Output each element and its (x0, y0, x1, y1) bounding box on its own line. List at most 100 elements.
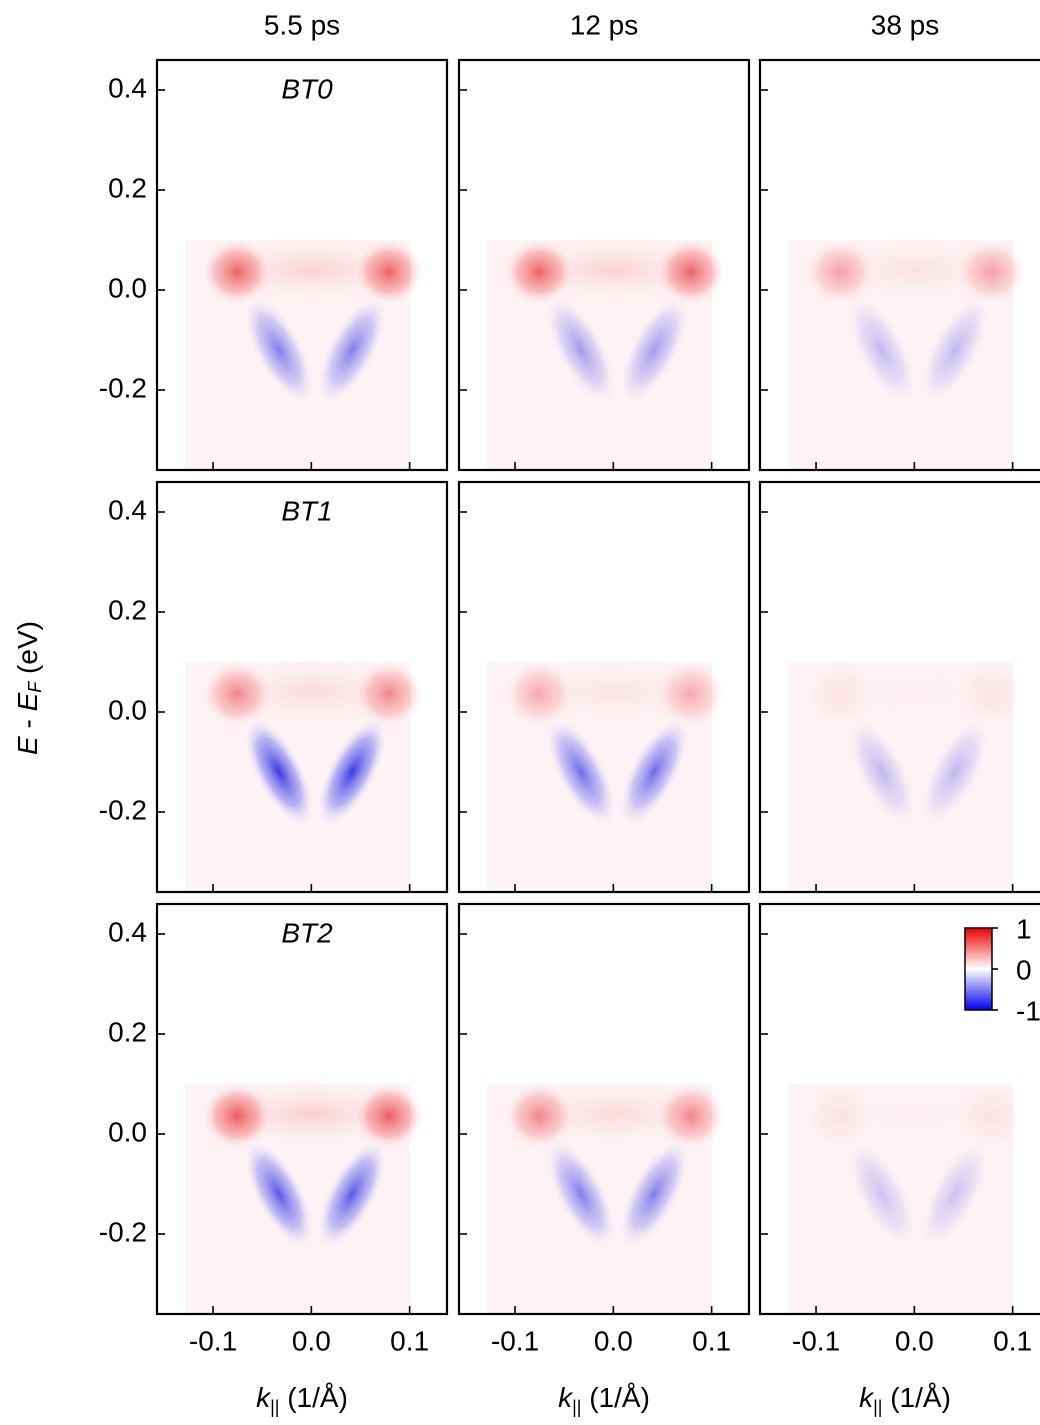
red-lobe (956, 238, 1028, 306)
y-tick-label: -0.2 (99, 1216, 147, 1247)
red-lobe (503, 238, 575, 306)
heatmap-image (785, 230, 1040, 470)
red-lobe (655, 1082, 727, 1150)
red-lobe (201, 1082, 273, 1150)
y-tick-label: 0.4 (108, 916, 147, 947)
x-label-unit: (1/Å) (581, 1382, 649, 1413)
y-tick-label: 0.0 (108, 694, 147, 725)
red-lobe (655, 238, 727, 306)
red-lobe (353, 238, 425, 306)
panel-frame (758, 902, 1040, 1316)
red-lobe (804, 238, 876, 306)
blue-branch (845, 294, 919, 406)
heatmap-image (182, 230, 442, 470)
y-tick-label: 0.2 (108, 594, 147, 625)
colorbar-tick-label: 1 (1016, 913, 1032, 944)
x-label-sub: || (572, 1397, 581, 1417)
x-tick-label: 0.0 (594, 1325, 633, 1356)
heatmap-image (785, 652, 1040, 892)
y-label-unit: (eV) (12, 621, 43, 682)
x-tick-label: 0.1 (692, 1325, 731, 1356)
blue-branch (918, 1138, 992, 1250)
heatmap-image (484, 230, 744, 470)
blue-branch (315, 1138, 389, 1250)
blue-branch (918, 716, 992, 828)
red-lobe (353, 660, 425, 728)
colorbar (964, 927, 993, 1011)
column-title: 5.5 ps (264, 9, 340, 40)
x-label-sub: || (270, 1397, 279, 1417)
blue-branch (918, 294, 992, 406)
red-lobe (503, 1082, 575, 1150)
x-tick-label: -0.1 (189, 1325, 237, 1356)
y-tick-label: 0.4 (108, 72, 147, 103)
x-axis-label: k|| (1/Å) (256, 1382, 348, 1416)
column-title: 12 ps (570, 9, 639, 40)
heatmap-image (182, 1074, 442, 1314)
x-label-unit: (1/Å) (882, 1382, 950, 1413)
x-label-k: k (859, 1382, 875, 1413)
x-label-k: k (256, 1382, 272, 1413)
heatmap-image (182, 652, 442, 892)
x-tick-label: -0.1 (491, 1325, 539, 1356)
heatmap-image (785, 1074, 1040, 1314)
red-lobe (956, 1082, 1028, 1150)
blue-branch (617, 716, 691, 828)
x-tick-label: 0.0 (292, 1325, 331, 1356)
blue-branch (544, 716, 618, 828)
blue-branch (242, 716, 316, 828)
y-tick-label: 0.0 (108, 272, 147, 303)
blue-branch (617, 1138, 691, 1250)
panel-frame (758, 58, 1040, 472)
x-label-unit: (1/Å) (279, 1382, 347, 1413)
blue-branch (315, 716, 389, 828)
blue-branch (315, 294, 389, 406)
x-label-k: k (558, 1382, 574, 1413)
red-lobe (804, 660, 876, 728)
x-tick-label: 0.1 (993, 1325, 1032, 1356)
red-lobe (201, 238, 273, 306)
y-tick-label: 0.2 (108, 172, 147, 203)
red-lobe (353, 1082, 425, 1150)
colorbar-tick-label: -1 (1016, 995, 1040, 1026)
blue-branch (544, 1138, 618, 1250)
panel-frame (155, 902, 449, 1316)
panel-frame (457, 902, 751, 1316)
panel-frame (457, 58, 751, 472)
heatmap-image (484, 1074, 744, 1314)
panel-frame (155, 480, 449, 894)
y-label-minus: - (12, 711, 43, 736)
x-tick-label: 0.0 (895, 1325, 934, 1356)
red-lobe (503, 660, 575, 728)
y-tick-label: -0.2 (99, 372, 147, 403)
row-label: BT2 (281, 917, 333, 948)
column-title: 38 ps (871, 9, 940, 40)
blue-branch (617, 294, 691, 406)
y-tick-label: 0.0 (108, 1116, 147, 1147)
y-label-e: E (12, 692, 43, 711)
x-axis-label: k|| (1/Å) (558, 1382, 650, 1416)
red-lobe (655, 660, 727, 728)
x-axis-label: k|| (1/Å) (859, 1382, 951, 1416)
y-tick-label: 0.2 (108, 1016, 147, 1047)
blue-branch (242, 1138, 316, 1250)
x-tick-label: 0.1 (390, 1325, 429, 1356)
y-tick-label: 0.4 (108, 494, 147, 525)
panel-frame (155, 58, 449, 472)
blue-branch (845, 716, 919, 828)
row-label: BT0 (281, 73, 333, 104)
row-label: BT1 (281, 495, 332, 526)
colorbar-tick-label: 0 (1016, 954, 1032, 985)
y-label-e: E (12, 736, 43, 755)
heatmap-image (484, 652, 744, 892)
y-label-sub: F (25, 681, 45, 693)
blue-branch (544, 294, 618, 406)
blue-branch (242, 294, 316, 406)
red-lobe (201, 660, 273, 728)
y-tick-label: -0.2 (99, 794, 147, 825)
blue-branch (845, 1138, 919, 1250)
red-lobe (804, 1082, 876, 1150)
panel-frame (758, 480, 1040, 894)
x-label-sub: || (873, 1397, 882, 1417)
